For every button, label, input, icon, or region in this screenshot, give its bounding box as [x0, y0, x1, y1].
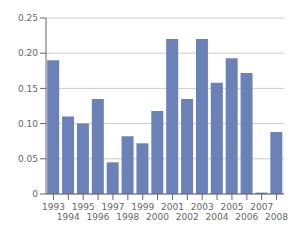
svg-text:2000: 2000: [146, 212, 169, 222]
svg-text:2001: 2001: [161, 202, 184, 212]
svg-text:1997: 1997: [101, 202, 124, 212]
svg-text:1993: 1993: [42, 202, 65, 212]
svg-text:2002: 2002: [176, 212, 199, 222]
svg-text:0.25: 0.25: [18, 13, 38, 23]
svg-text:0.20: 0.20: [18, 48, 38, 58]
svg-text:0.15: 0.15: [18, 84, 38, 94]
svg-text:2003: 2003: [191, 202, 214, 212]
svg-text:0.05: 0.05: [18, 154, 38, 164]
svg-text:2008: 2008: [265, 212, 288, 222]
svg-text:1995: 1995: [72, 202, 95, 212]
svg-text:2006: 2006: [235, 212, 258, 222]
svg-text:0.10: 0.10: [18, 119, 38, 129]
svg-text:1998: 1998: [116, 212, 139, 222]
svg-text:2005: 2005: [220, 202, 243, 212]
svg-text:2004: 2004: [206, 212, 229, 222]
svg-text:1996: 1996: [87, 212, 110, 222]
svg-text:1999: 1999: [131, 202, 154, 212]
svg-text:1994: 1994: [57, 212, 80, 222]
svg-text:0: 0: [32, 189, 38, 199]
svg-text:2007: 2007: [250, 202, 273, 212]
